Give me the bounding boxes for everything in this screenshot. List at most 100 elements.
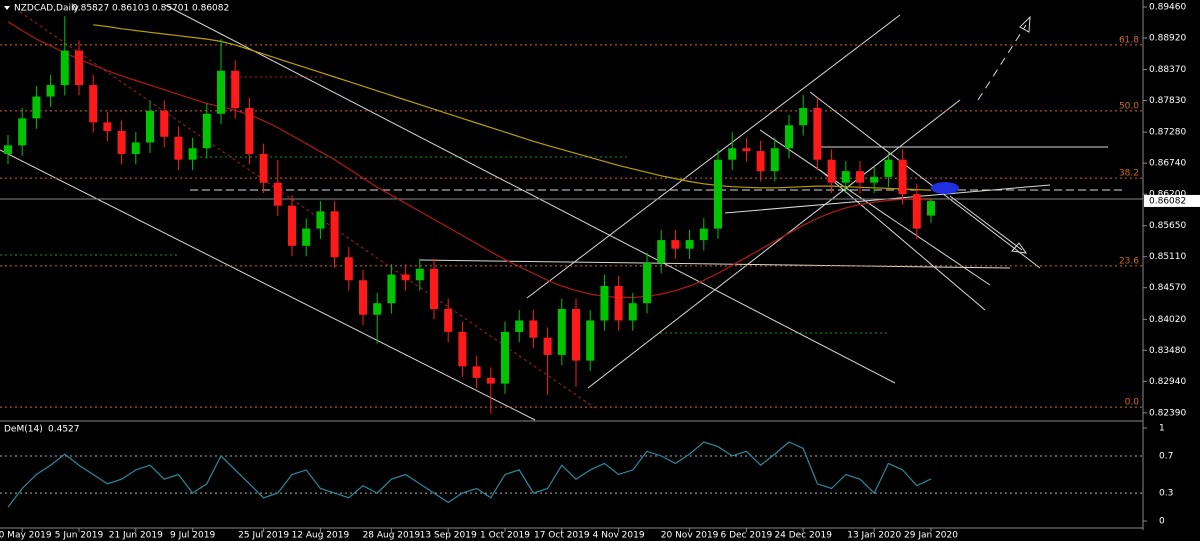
- candle-body: [18, 118, 27, 146]
- candle-body: [856, 171, 864, 183]
- ohlc-low: 0.85701: [152, 4, 189, 14]
- y-tick-label: 0: [1159, 517, 1165, 527]
- y-tick-label: 0.86740: [1149, 159, 1186, 169]
- trendline: [587, 99, 961, 389]
- candle-body: [884, 159, 893, 177]
- fib-label: 23.6: [1119, 256, 1139, 266]
- menu-icon: [4, 6, 10, 10]
- candle-body: [202, 113, 211, 149]
- y-tick-label: 0.84570: [1149, 283, 1186, 293]
- candle-body: [714, 159, 722, 229]
- candle-body: [103, 122, 112, 131]
- trendline: [819, 169, 986, 311]
- x-tick-label: 1 Oct 2019: [480, 531, 530, 541]
- candle-body: [529, 320, 538, 338]
- y-tick-label: 0.89460: [1149, 2, 1186, 12]
- arrow-line: [949, 195, 1023, 251]
- candle-body: [614, 286, 623, 321]
- candle-body: [259, 153, 268, 183]
- candle-body: [288, 205, 296, 246]
- candle-body: [316, 211, 325, 229]
- moving-average: [7, 21, 932, 299]
- candle-body: [75, 50, 83, 86]
- trendline: [0, 149, 536, 421]
- candle-body: [543, 337, 552, 355]
- candle-body: [273, 182, 282, 206]
- candle-body: [841, 171, 850, 183]
- candle-body: [32, 96, 41, 119]
- candle-body: [799, 108, 808, 126]
- candle-body: [174, 136, 183, 160]
- y-tick-label: 0.3: [1159, 489, 1173, 499]
- x-tick-label: 13 Jan 2020: [847, 531, 901, 541]
- candle-body: [572, 308, 580, 361]
- candle-body: [373, 303, 382, 315]
- candle-body: [870, 176, 879, 183]
- candle-body: [643, 263, 651, 304]
- candle-body: [756, 151, 765, 172]
- y-tick-label: 0.84020: [1149, 315, 1186, 325]
- current-price: 0.86082: [1149, 196, 1186, 206]
- y-tick-label: 0.82940: [1149, 377, 1186, 387]
- trendline: [809, 91, 1041, 269]
- candle-body: [444, 308, 453, 332]
- candle-body: [515, 320, 524, 332]
- drawings: [0, 4, 1143, 421]
- candle-body: [430, 268, 438, 309]
- candle-body: [131, 142, 140, 154]
- x-tick-label: 21 Jun 2019: [109, 531, 163, 541]
- candle-body: [898, 159, 907, 195]
- y-tick-label: 0.87830: [1149, 96, 1186, 106]
- candle-body: [600, 286, 609, 321]
- candle-body: [628, 303, 637, 321]
- candle-body: [160, 110, 169, 137]
- x-tick-label: 13 Sep 2019: [420, 531, 477, 541]
- y-tick-label: 0.85650: [1149, 221, 1186, 231]
- fib-label: 61.8: [1119, 35, 1139, 45]
- x-tick-label: 5 Jun 2019: [55, 531, 104, 541]
- candle-body: [927, 200, 935, 216]
- candle-body: [60, 50, 69, 86]
- fib-label: 38.2: [1119, 169, 1139, 179]
- trendline: [759, 129, 991, 286]
- candle-body: [359, 280, 367, 315]
- arrow-line: [977, 24, 1027, 101]
- candle-body: [4, 145, 12, 154]
- candle-body: [89, 85, 98, 123]
- candle-body: [912, 194, 921, 229]
- candle-body: [501, 331, 509, 384]
- candle-body: [46, 85, 55, 97]
- ohlc-high: 0.86103: [112, 4, 149, 14]
- y-tick-label: 0.83480: [1149, 346, 1186, 356]
- candle-body: [231, 70, 240, 109]
- x-tick-label: 6 Dec 2019: [721, 531, 773, 541]
- candle-body: [401, 274, 410, 281]
- y-tick-label: 0.7: [1159, 451, 1173, 461]
- candle-body: [302, 228, 311, 246]
- y-tick-label: 0.85110: [1149, 252, 1186, 262]
- indicator-name: DeM(14): [4, 425, 43, 435]
- x-tick-label: 28 Aug 2019: [363, 531, 421, 541]
- candle-body: [217, 70, 225, 114]
- candle-body: [344, 257, 353, 281]
- x-tick-label: 12 Aug 2019: [292, 531, 350, 541]
- trendline: [164, 4, 896, 384]
- trendline: [419, 259, 1011, 269]
- y-tick-label: 0.82390: [1149, 408, 1186, 418]
- y-tick-label: 1: [1159, 424, 1165, 434]
- dotted-trendline: [19, 11, 596, 409]
- candle-body: [245, 108, 254, 154]
- candle-body: [117, 130, 126, 154]
- x-tick-label: 20 May 2019: [0, 531, 52, 541]
- candle-body: [586, 320, 595, 361]
- ohlc-close: 0.86082: [192, 4, 229, 14]
- x-tick-label: 20 Nov 2019: [661, 531, 719, 541]
- candle-body: [671, 240, 680, 249]
- candle-body: [657, 240, 666, 264]
- x-tick-label: 4 Nov 2019: [593, 531, 645, 541]
- y-tick-label: 0.87280: [1149, 128, 1186, 138]
- candle-body: [742, 148, 751, 152]
- candle-body: [685, 240, 694, 249]
